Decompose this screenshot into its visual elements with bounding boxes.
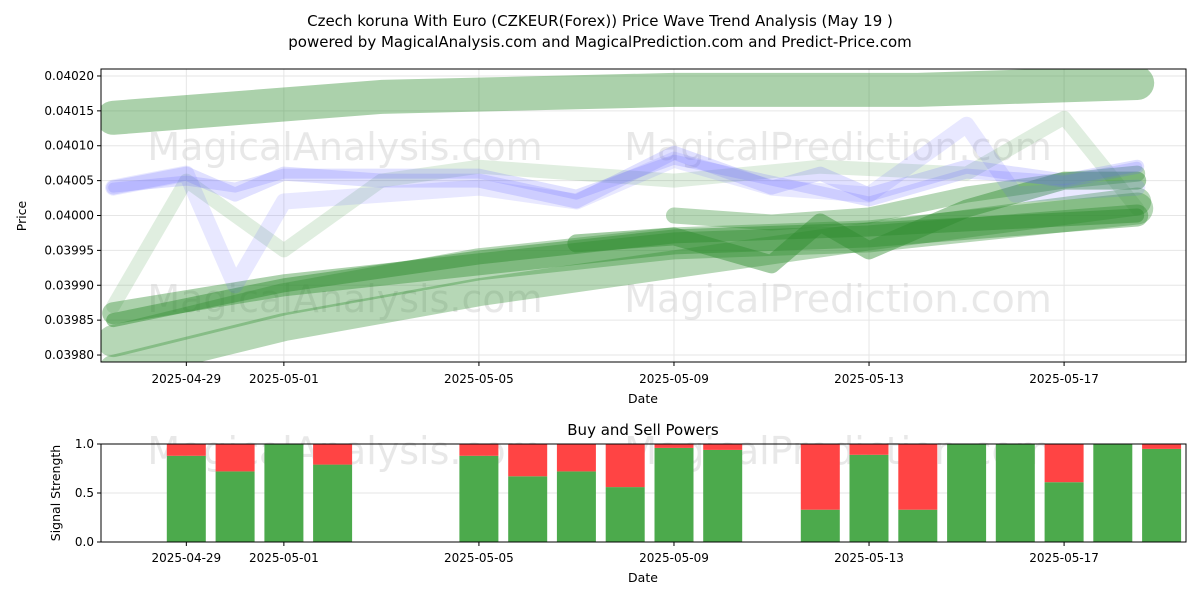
price-chart: MagicalAnalysis.com MagicalPrediction.co… — [14, 68, 1187, 406]
green-wave-line-5 — [567, 171, 1147, 274]
blue-wave-line-10 — [108, 154, 1143, 207]
price-watermarks: MagicalAnalysis.com MagicalPrediction.co… — [147, 125, 1051, 321]
signal-y-tick-label: 1.0 — [75, 437, 94, 451]
buy-bar — [166, 455, 206, 542]
watermark-text: MagicalPrediction.com — [624, 125, 1052, 169]
blue-wave-line-9 — [106, 145, 1145, 209]
buy-bar — [1093, 444, 1133, 542]
price-x-tick-label: 2025-04-29 — [151, 372, 221, 386]
watermark-text: MagicalAnalysis.com — [147, 277, 542, 321]
sell-bar — [654, 444, 694, 448]
watermark-text: MagicalPrediction.com — [624, 277, 1052, 321]
buy-bar — [459, 455, 499, 542]
signal-chart-title: Buy and Sell Powers — [567, 421, 719, 439]
sell-bar — [313, 444, 353, 465]
sell-bar — [1044, 444, 1084, 483]
buy-bar — [947, 444, 987, 542]
buy-bar — [508, 476, 548, 542]
green-wave-line-4 — [106, 208, 1145, 328]
price-y-tick-label: 0.03995 — [44, 243, 94, 257]
price-x-axis-label: Date — [628, 391, 658, 406]
sell-bar — [898, 444, 938, 510]
signal-x-ticks: 2025-04-29 2025-05-01 2025-05-05 2025-05-09… — [151, 542, 1099, 565]
sell-bar — [459, 444, 499, 456]
signal-x-tick-label: 2025-05-13 — [834, 551, 904, 565]
green-wave-line-3 — [102, 204, 1149, 325]
price-x-tick-label: 2025-05-09 — [639, 372, 709, 386]
price-grid — [101, 69, 1186, 362]
green-wave-line-6 — [666, 165, 1146, 231]
chart-title-line2: powered by MagicalAnalysis.com and Magic… — [288, 33, 912, 51]
price-x-tick-label: 2025-05-13 — [834, 372, 904, 386]
buy-bar — [1142, 448, 1182, 542]
price-y-tick-label: 0.04010 — [44, 139, 94, 153]
price-y-tick-label: 0.03980 — [44, 348, 94, 362]
signal-x-axis-label: Date — [628, 570, 658, 585]
buy-bar — [654, 447, 694, 542]
buy-bar — [264, 444, 304, 542]
signal-x-tick-label: 2025-04-29 — [151, 551, 221, 565]
buy-bar — [995, 444, 1035, 542]
chart-title-line1: Czech koruna With Euro (CZKEUR(Forex)) P… — [307, 12, 893, 30]
price-y-ticks: 0.03980 0.03985 0.03990 0.03995 0.04000 0.040… — [44, 69, 101, 362]
buy-bar — [215, 471, 255, 542]
price-y-tick-label: 0.04005 — [44, 174, 94, 188]
sell-bar — [215, 444, 255, 472]
price-series — [101, 69, 1155, 362]
signal-y-tick-label: 0.0 — [75, 535, 94, 549]
price-x-tick-label: 2025-05-01 — [249, 372, 319, 386]
price-y-tick-label: 0.03985 — [44, 313, 94, 327]
price-y-tick-label: 0.04000 — [44, 209, 94, 223]
price-x-tick-label: 2025-05-05 — [444, 372, 514, 386]
price-x-ticks: 2025-04-29 2025-05-01 2025-05-05 2025-05-09… — [151, 362, 1099, 386]
signal-y-tick-label: 0.5 — [75, 486, 94, 500]
signal-y-axis-label: Signal Strength — [48, 445, 63, 541]
signal-chart: Buy and Sell Powers MagicalAnalysis.com … — [48, 421, 1187, 585]
signal-bars — [166, 444, 1182, 542]
sell-bar — [703, 444, 743, 450]
price-y-axis-label: Price — [14, 200, 29, 231]
sell-bar — [508, 444, 548, 477]
sell-bar — [166, 444, 206, 456]
signal-x-tick-label: 2025-05-05 — [444, 551, 514, 565]
buy-bar — [703, 449, 743, 542]
sell-bar — [556, 444, 596, 472]
blue-wave-line-8 — [105, 116, 1146, 294]
price-y-tick-label: 0.04015 — [44, 104, 94, 118]
green-wave-line-0 — [101, 69, 1155, 135]
green-wave-line-1 — [101, 192, 1154, 358]
green-wave-line-7 — [106, 110, 1145, 314]
signal-x-tick-label: 2025-05-17 — [1029, 551, 1099, 565]
buy-bar — [849, 454, 889, 542]
price-x-tick-label: 2025-05-17 — [1029, 372, 1099, 386]
signal-x-tick-label: 2025-05-01 — [249, 551, 319, 565]
price-y-tick-label: 0.03990 — [44, 278, 94, 292]
sell-bar — [849, 444, 889, 455]
buy-bar — [898, 509, 938, 542]
signal-y-ticks: 0.0 0.5 1.0 — [75, 437, 101, 549]
sell-bar — [1142, 444, 1182, 449]
green-wave-line-2 — [101, 187, 1152, 362]
buy-bar — [800, 509, 840, 542]
price-y-tick-label: 0.04020 — [44, 69, 94, 83]
buy-bar — [313, 464, 353, 542]
watermark-text: MagicalAnalysis.com — [147, 125, 542, 169]
signal-x-tick-label: 2025-05-09 — [639, 551, 709, 565]
sell-bar — [800, 444, 840, 510]
sell-bar — [605, 444, 645, 488]
buy-bar — [605, 487, 645, 542]
buy-bar — [556, 471, 596, 542]
buy-bar — [1044, 482, 1084, 542]
